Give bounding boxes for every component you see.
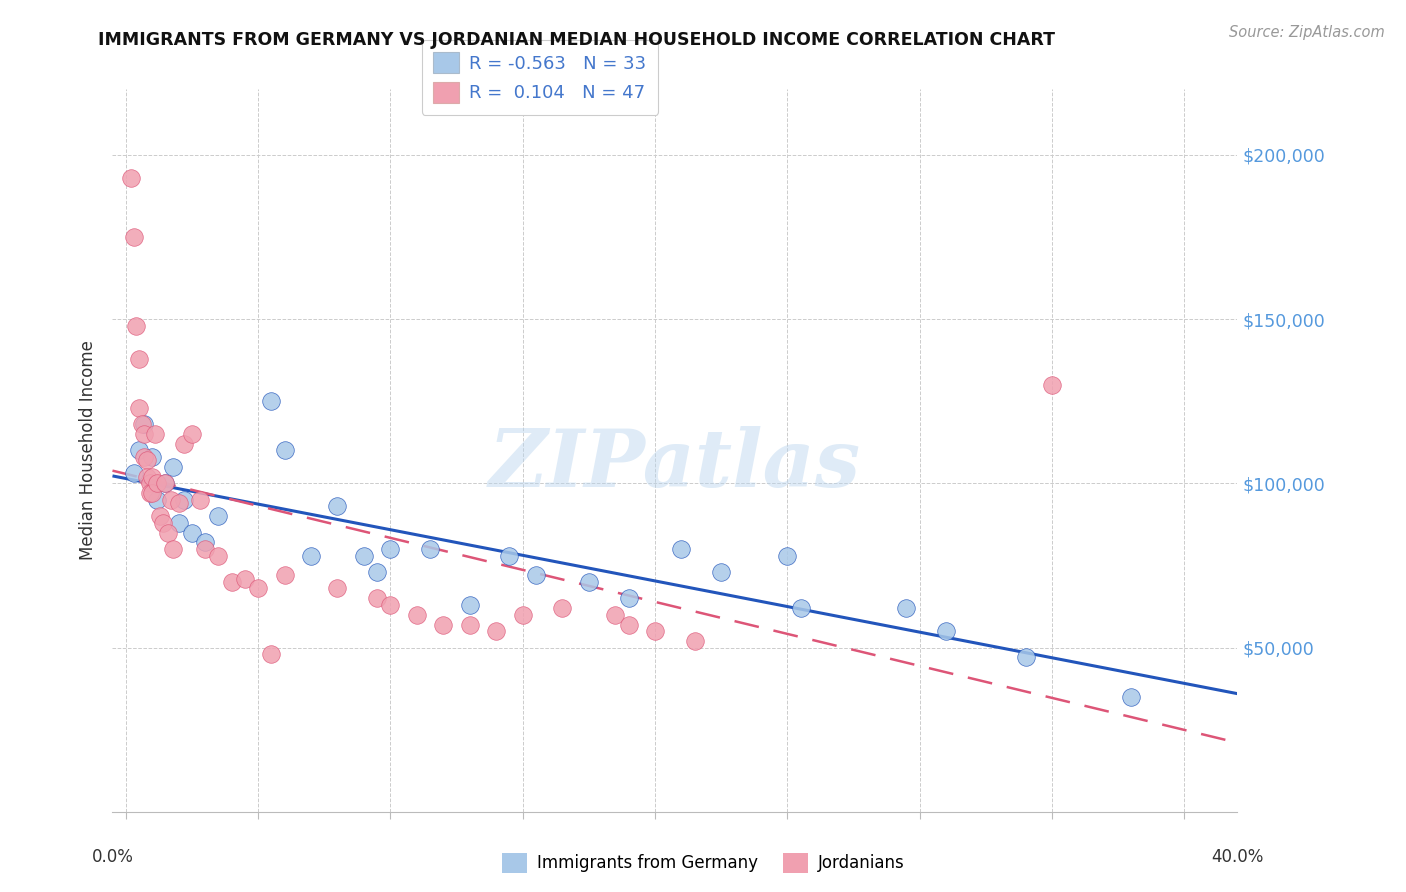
Point xyxy=(194,535,217,549)
Point xyxy=(167,496,190,510)
Text: 40.0%: 40.0% xyxy=(1211,848,1264,866)
Point xyxy=(122,467,145,481)
Point xyxy=(162,459,184,474)
Point xyxy=(131,417,153,432)
Point xyxy=(149,509,172,524)
Text: IMMIGRANTS FROM GERMANY VS JORDANIAN MEDIAN HOUSEHOLD INCOME CORRELATION CHART: IMMIGRANTS FROM GERMANY VS JORDANIAN MED… xyxy=(98,31,1056,49)
Point xyxy=(617,617,640,632)
Point xyxy=(157,525,180,540)
Point xyxy=(141,486,163,500)
Point xyxy=(524,568,547,582)
Point xyxy=(432,617,454,632)
Point xyxy=(146,476,169,491)
Point xyxy=(155,476,177,491)
Point xyxy=(273,568,295,582)
Point xyxy=(326,500,349,514)
Point xyxy=(146,492,169,507)
Point xyxy=(260,647,283,661)
Point xyxy=(578,574,600,589)
Point xyxy=(458,617,481,632)
Point xyxy=(366,591,388,606)
Point xyxy=(138,476,160,491)
Point xyxy=(167,516,190,530)
Point xyxy=(125,318,148,333)
Point xyxy=(207,509,229,524)
Point xyxy=(233,572,256,586)
Point xyxy=(498,549,520,563)
Point xyxy=(141,450,163,464)
Point xyxy=(671,541,693,556)
Point xyxy=(194,541,217,556)
Point xyxy=(260,394,283,409)
Point xyxy=(207,549,229,563)
Point xyxy=(152,516,174,530)
Y-axis label: Median Household Income: Median Household Income xyxy=(79,341,97,560)
Point xyxy=(935,624,957,639)
Point xyxy=(405,607,427,622)
Point xyxy=(644,624,666,639)
Point xyxy=(173,492,195,507)
Point xyxy=(135,453,157,467)
Point xyxy=(551,601,574,615)
Point xyxy=(605,607,627,622)
Point xyxy=(1014,650,1036,665)
Point xyxy=(419,541,441,556)
Point xyxy=(789,601,811,615)
Point xyxy=(162,541,184,556)
Point xyxy=(122,230,145,244)
Text: Source: ZipAtlas.com: Source: ZipAtlas.com xyxy=(1229,25,1385,40)
Point xyxy=(710,565,733,579)
Point xyxy=(141,469,163,483)
Point xyxy=(1040,377,1063,392)
Legend: Immigrants from Germany, Jordanians: Immigrants from Germany, Jordanians xyxy=(495,847,911,880)
Point xyxy=(247,582,270,596)
Point xyxy=(485,624,508,639)
Point xyxy=(380,541,402,556)
Point xyxy=(1121,690,1143,704)
Point xyxy=(138,486,160,500)
Point xyxy=(120,170,142,185)
Point xyxy=(155,476,177,491)
Point xyxy=(128,401,150,415)
Point xyxy=(221,574,243,589)
Point xyxy=(366,565,388,579)
Point xyxy=(134,427,156,442)
Point xyxy=(143,427,166,442)
Point xyxy=(173,437,195,451)
Point xyxy=(353,549,375,563)
Text: ZIPatlas: ZIPatlas xyxy=(489,426,860,504)
Point xyxy=(273,443,295,458)
Point xyxy=(128,351,150,366)
Point xyxy=(776,549,799,563)
Text: 0.0%: 0.0% xyxy=(91,848,134,866)
Point xyxy=(134,450,156,464)
Point xyxy=(896,601,918,615)
Point xyxy=(159,492,181,507)
Point xyxy=(134,417,156,432)
Point xyxy=(135,469,157,483)
Point xyxy=(617,591,640,606)
Point xyxy=(683,634,706,648)
Point xyxy=(326,582,349,596)
Point xyxy=(458,598,481,612)
Point xyxy=(299,549,322,563)
Point xyxy=(180,525,202,540)
Point xyxy=(128,443,150,458)
Point xyxy=(188,492,211,507)
Point xyxy=(512,607,534,622)
Point xyxy=(380,598,402,612)
Point xyxy=(180,427,202,442)
Legend: R = -0.563   N = 33, R =  0.104   N = 47: R = -0.563 N = 33, R = 0.104 N = 47 xyxy=(422,40,658,115)
